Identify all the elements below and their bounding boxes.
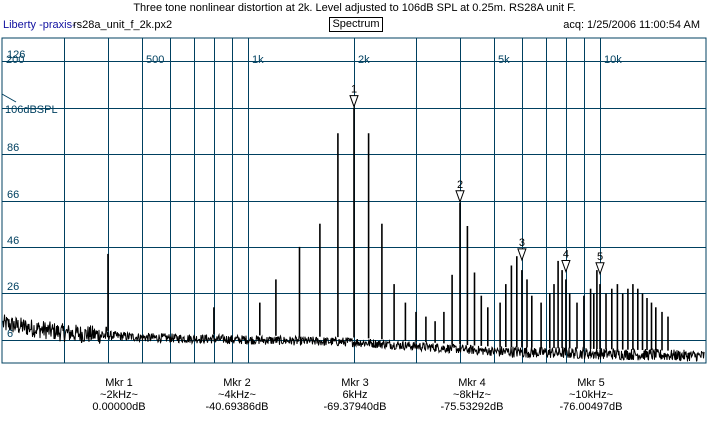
spectrum-trace [2, 107, 705, 362]
y-tick-label: 6 [7, 328, 13, 340]
x-tick-label: 500 [146, 54, 164, 66]
marker-triangle-icon [517, 248, 527, 262]
marker-readout-5: Mkr 5 ~10kHz~ -76.00497dB [536, 377, 646, 413]
x-tick-label: 5k [498, 54, 510, 66]
acquisition-timestamp: acq: 1/25/2006 11:00:54 AM [563, 19, 700, 31]
x-tick-label: 10k [604, 54, 622, 66]
reference-level-label: 106dBSPL [5, 104, 58, 116]
marker-number: 1 [351, 84, 357, 96]
y-tick-label: 66 [7, 189, 19, 201]
marker-frequency: ~4kHz~ [218, 389, 256, 401]
marker-name: Mkr 1 [105, 377, 133, 389]
marker-value: -76.00497dB [559, 401, 623, 413]
marker-triangle-icon [349, 95, 359, 109]
y-tick-label: 26 [7, 281, 19, 293]
spectrum-mode-button[interactable]: Spectrum [329, 17, 383, 32]
y-axis-labels: 126 86 66 46 26 6 [7, 49, 25, 340]
y-tick-label: 126 [7, 49, 25, 61]
y-tick-label: 46 [7, 235, 19, 247]
x-tick-label: 200 [6, 54, 24, 66]
marker-value: -40.69386dB [205, 401, 269, 413]
marker-name: Mkr 2 [223, 377, 251, 389]
marker-triangle-icon [561, 260, 571, 273]
file-name: rs28a_unit_f_2k.px2 [73, 19, 173, 31]
marker-readout-4: Mkr 4 ~8kHz~ -75.53292dB [417, 377, 527, 413]
marker-value: -75.53292dB [440, 401, 504, 413]
chart-title: Three tone nonlinear distortion at 2k. L… [133, 2, 576, 14]
marker-name: Mkr 3 [341, 377, 369, 389]
markers-layer: 1 2 3 4 5 [349, 84, 605, 276]
reference-level: 106dBSPL [1, 93, 58, 116]
marker-value: -69.37940dB [323, 401, 387, 413]
marker-frequency: ~8kHz~ [453, 389, 491, 401]
marker-triangle-icon [455, 190, 465, 204]
marker-value: 0.00000dB [92, 401, 146, 413]
app-name: Liberty -praxis- [3, 19, 76, 31]
marker-triangle-icon [595, 262, 605, 276]
noise-floor-trace [2, 314, 705, 362]
reference-flag-icon [1, 93, 17, 103]
marker-number: 4 [563, 249, 569, 261]
marker-number: 2 [457, 179, 463, 191]
x-tick-label: 2k [358, 54, 370, 66]
y-tick-label: 86 [7, 142, 19, 154]
x-axis-labels: 200 500 1k 2k 5k 10k [6, 54, 622, 66]
marker-frequency: ~10kHz~ [568, 389, 614, 401]
marker-name: Mkr 4 [458, 377, 486, 389]
x-tick-label: 1k [252, 54, 264, 66]
marker-readout-1: Mkr 1 ~2kHz~ 0.00000dB [64, 377, 174, 413]
marker-number: 3 [519, 237, 525, 249]
marker-readout-3: Mkr 3 6kHz -69.37940dB [300, 377, 410, 413]
marker-readout-2: Mkr 2 ~4kHz~ -40.69386dB [182, 377, 292, 413]
marker-number: 5 [597, 251, 603, 263]
marker-frequency: ~2kHz~ [100, 389, 138, 401]
marker-frequency: 6kHz [342, 389, 368, 401]
marker-name: Mkr 5 [577, 377, 605, 389]
